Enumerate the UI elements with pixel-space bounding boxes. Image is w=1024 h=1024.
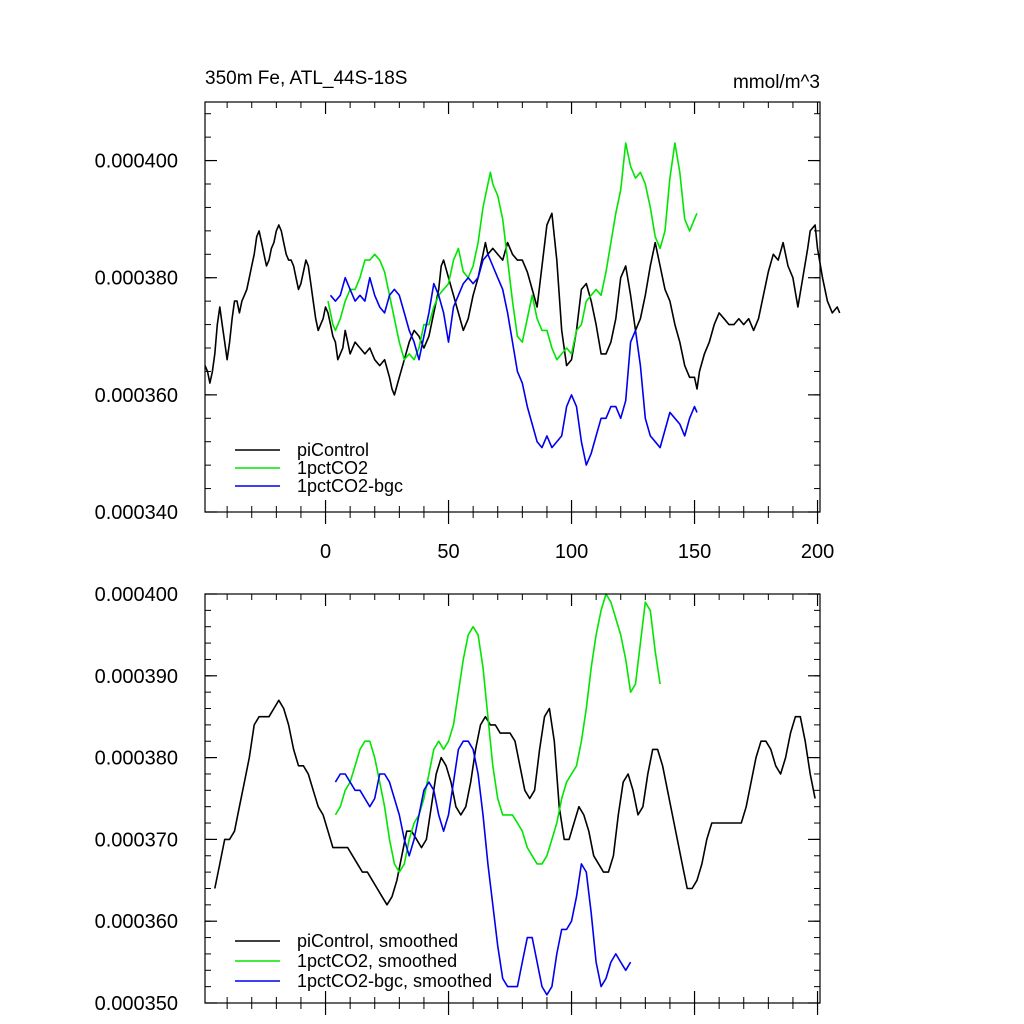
legend-label: 1pctCO2-bgc, smoothed [297, 971, 492, 991]
series-line-picontrol-smoothed [214, 699, 816, 906]
chart-panel-2: 0.000350 0.000360 0.000370 0.000380 0.000390… [95, 584, 821, 1015]
y-tick-label: 0.000380 [95, 268, 178, 290]
y-tick-label: 0.000400 [95, 584, 178, 606]
series-line-1pctco2-bgc [329, 253, 698, 466]
units-label: mmol/m^3 [733, 72, 820, 93]
x-tick-label: 50 [437, 541, 459, 563]
y-tick-label: 0.000340 [95, 502, 178, 524]
x-tick-label: 150 [678, 541, 711, 563]
y-tick-label: 0.000360 [95, 385, 178, 407]
legend-label: piControl [297, 440, 369, 460]
legend-label: 1pctCO2 [297, 458, 368, 478]
y-tick-label: 0.000400 [95, 151, 178, 173]
plot-frame [204, 593, 821, 1004]
y-tick-label: 0.000380 [95, 748, 178, 770]
series-line-1pctco2-bgc-smoothed [334, 740, 632, 996]
y-tick-label: 0.000350 [95, 993, 178, 1015]
y-tick-label: 0.000360 [95, 911, 178, 933]
chart-title: 350m Fe, ATL_44S-18S [205, 68, 407, 89]
legend-label: 1pctCO2-bgc [297, 476, 403, 496]
series-line-1pctco2 [327, 142, 698, 361]
x-tick-label: 200 [801, 541, 834, 563]
y-tick-label: 0.000390 [95, 666, 178, 688]
chart-panel-1: 0.000340 0.000360 0.000380 0.000400 0 50 100 15… [95, 68, 841, 563]
series-line-1pctco2-smoothed [334, 593, 661, 873]
legend-label: piControl, smoothed [297, 931, 458, 951]
legend-label: 1pctCO2, smoothed [297, 951, 457, 971]
plot-frame [204, 101, 821, 513]
x-tick-label: 0 [320, 541, 331, 563]
y-tick-label: 0.000370 [95, 829, 178, 851]
x-tick-label: 100 [555, 541, 588, 563]
series-line-picontrol [204, 212, 841, 396]
